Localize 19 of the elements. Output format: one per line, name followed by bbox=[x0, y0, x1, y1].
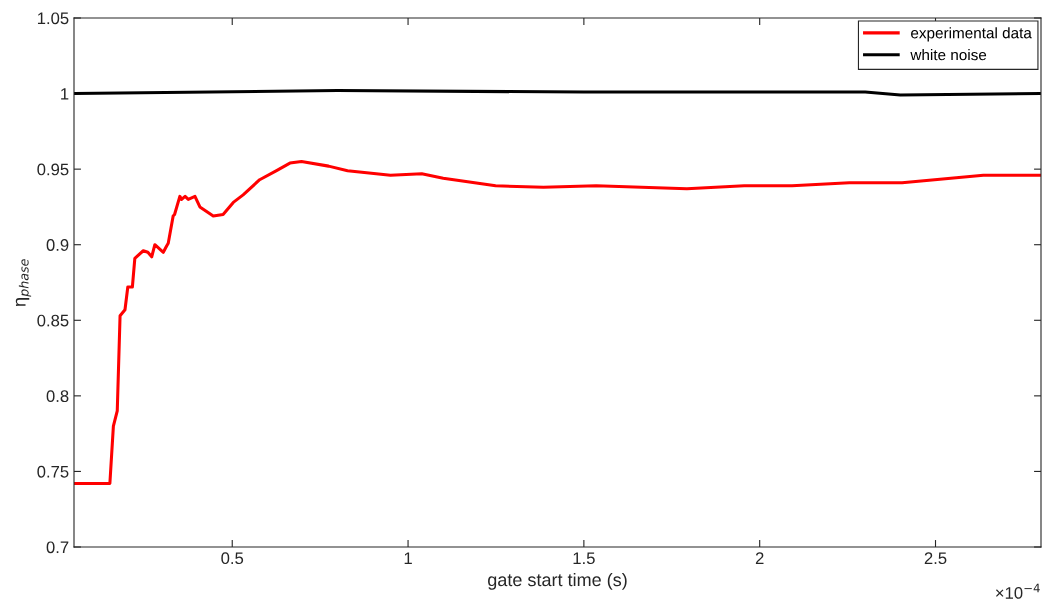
x-axis-title: gate start time (s) bbox=[488, 572, 627, 590]
x-tick-label: 2 bbox=[755, 552, 764, 564]
y-tick-label: 1 bbox=[61, 88, 69, 100]
y-tick-label: 0.7 bbox=[46, 541, 69, 554]
legend-label: experimental data bbox=[911, 27, 1032, 42]
text: ×10$^{−4}$ bbox=[995, 583, 1040, 599]
y-tick-label: 1.05 bbox=[37, 12, 69, 25]
y-tick-label: 0.8 bbox=[46, 390, 69, 403]
legend-label: white noise bbox=[910, 49, 987, 61]
x-tick-label: 1 bbox=[404, 552, 412, 564]
x-tick-label: 2.5 bbox=[924, 552, 947, 565]
y-tick-label: 0.75 bbox=[37, 465, 69, 478]
y-tick-label: 0.85 bbox=[37, 314, 69, 327]
y-axis-title: η$_{phase}$ bbox=[15, 259, 32, 307]
line-series bbox=[74, 160, 1041, 486]
y-tick-label: 0.95 bbox=[37, 163, 69, 176]
x-tick-label: 1.5 bbox=[573, 552, 595, 565]
x-tick-label: 0.5 bbox=[221, 552, 244, 565]
y-tick-label: 0.9 bbox=[46, 239, 69, 251]
